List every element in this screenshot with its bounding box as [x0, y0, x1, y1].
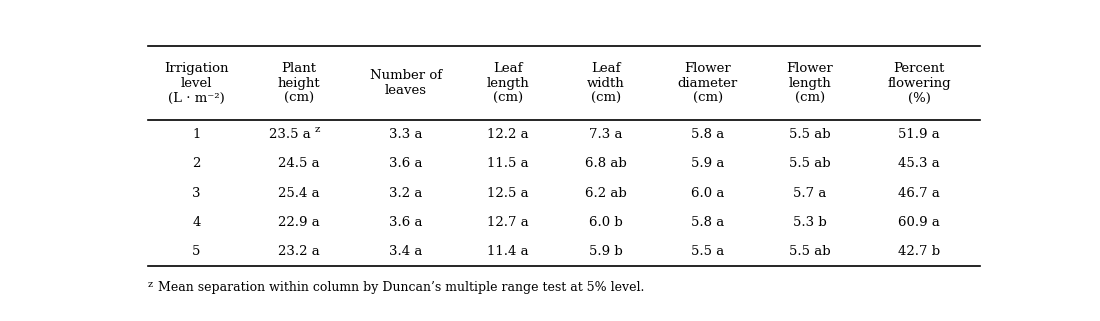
Text: 1: 1	[192, 128, 200, 141]
Text: Irrigation
level
(L · m⁻²): Irrigation level (L · m⁻²)	[164, 62, 229, 105]
Text: 42.7 b: 42.7 b	[899, 245, 940, 258]
Text: 11.4 a: 11.4 a	[487, 245, 529, 258]
Text: 3.2 a: 3.2 a	[389, 187, 422, 199]
Text: 23.5 a: 23.5 a	[270, 128, 311, 141]
Text: 51.9 a: 51.9 a	[899, 128, 940, 141]
Text: 5.3 b: 5.3 b	[793, 216, 827, 229]
Text: 5.7 a: 5.7 a	[793, 187, 827, 199]
Text: 2: 2	[192, 157, 200, 170]
Text: 5.9 a: 5.9 a	[691, 157, 725, 170]
Text: 6.0 a: 6.0 a	[691, 187, 725, 199]
Text: 25.4 a: 25.4 a	[278, 187, 320, 199]
Text: 5.8 a: 5.8 a	[691, 128, 725, 141]
Text: Leaf
width
(cm): Leaf width (cm)	[586, 62, 625, 105]
Text: 22.9 a: 22.9 a	[278, 216, 320, 229]
Text: 6.8 ab: 6.8 ab	[585, 157, 627, 170]
Text: 11.5 a: 11.5 a	[487, 157, 529, 170]
Text: Flower
diameter
(cm): Flower diameter (cm)	[678, 62, 738, 105]
Text: 5.9 b: 5.9 b	[588, 245, 623, 258]
Text: z: z	[315, 125, 320, 134]
Text: Flower
length
(cm): Flower length (cm)	[786, 62, 834, 105]
Text: 6.0 b: 6.0 b	[588, 216, 623, 229]
Text: 60.9 a: 60.9 a	[899, 216, 940, 229]
Text: Leaf
length
(cm): Leaf length (cm)	[486, 62, 529, 105]
Text: 3: 3	[192, 187, 201, 199]
Text: 5.5 ab: 5.5 ab	[790, 128, 830, 141]
Text: 23.2 a: 23.2 a	[278, 245, 320, 258]
Text: Mean separation within column by Duncan’s multiple range test at 5% level.: Mean separation within column by Duncan’…	[158, 281, 645, 294]
Text: Number of
leaves: Number of leaves	[370, 69, 442, 97]
Text: 3.4 a: 3.4 a	[389, 245, 422, 258]
Text: 45.3 a: 45.3 a	[899, 157, 940, 170]
Text: 5.5 ab: 5.5 ab	[790, 245, 830, 258]
Text: 5.5 a: 5.5 a	[691, 245, 725, 258]
Text: 46.7 a: 46.7 a	[899, 187, 940, 199]
Text: 3.6 a: 3.6 a	[389, 216, 422, 229]
Text: z: z	[147, 280, 153, 289]
Text: 5: 5	[192, 245, 200, 258]
Text: 12.7 a: 12.7 a	[487, 216, 529, 229]
Text: 5.8 a: 5.8 a	[691, 216, 725, 229]
Text: 12.2 a: 12.2 a	[487, 128, 529, 141]
Text: 12.5 a: 12.5 a	[487, 187, 529, 199]
Text: Percent
flowering
(%): Percent flowering (%)	[888, 62, 952, 105]
Text: 24.5 a: 24.5 a	[278, 157, 320, 170]
Text: 3.3 a: 3.3 a	[389, 128, 422, 141]
Text: 3.6 a: 3.6 a	[389, 157, 422, 170]
Text: 5.5 ab: 5.5 ab	[790, 157, 830, 170]
Text: 6.2 ab: 6.2 ab	[585, 187, 627, 199]
Text: Plant
height
(cm): Plant height (cm)	[277, 62, 320, 105]
Text: 7.3 a: 7.3 a	[588, 128, 623, 141]
Text: 4: 4	[192, 216, 200, 229]
